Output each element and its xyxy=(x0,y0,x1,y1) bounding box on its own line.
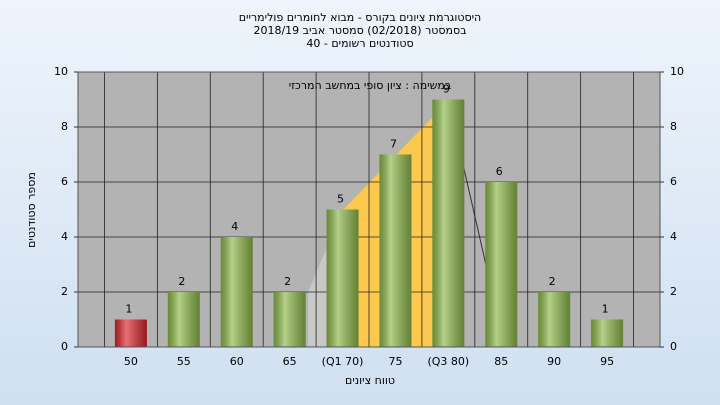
value-label: 1 xyxy=(125,303,132,316)
annotation: במשימה : ציון סופי במחשב המרכזי xyxy=(289,79,452,92)
value-label: 9 xyxy=(443,83,450,96)
value-label: 4 xyxy=(231,220,238,233)
bar-shade xyxy=(273,292,306,347)
value-label: 2 xyxy=(284,275,291,288)
y-tick-label: 6 xyxy=(61,175,68,188)
value-label: 7 xyxy=(390,138,397,151)
y-tick-label: 4 xyxy=(61,230,68,243)
bar-shade xyxy=(538,292,571,347)
y2-tick-label: 6 xyxy=(670,175,677,188)
x-tick-label: 50 xyxy=(124,355,138,368)
y-axis-label: מספר סטודנטים xyxy=(25,172,38,248)
chart-subtitle: בסמסטר (02/2018) סמסטר אביב 2018/19 xyxy=(253,24,466,37)
y2-tick-label: 10 xyxy=(670,65,684,78)
bar-shade xyxy=(114,319,147,347)
bar-shade xyxy=(326,209,359,347)
value-label: 2 xyxy=(178,275,185,288)
y2-tick-label: 8 xyxy=(670,120,677,133)
bar-shade xyxy=(379,154,412,347)
value-label: 6 xyxy=(496,165,503,178)
y-tick-label: 0 xyxy=(61,340,68,353)
y2-tick-label: 4 xyxy=(670,230,677,243)
x-tick-label: 90 xyxy=(547,355,561,368)
x-tick-label: 55 xyxy=(177,355,191,368)
y-tick-label: 2 xyxy=(61,285,68,298)
x-tick-label: (Q3 80) xyxy=(427,355,469,368)
value-label: 1 xyxy=(602,303,609,316)
bar-shade xyxy=(591,319,624,347)
bar-shade xyxy=(432,99,465,347)
y-tick-label: 8 xyxy=(61,120,68,133)
y2-tick-label: 2 xyxy=(670,285,677,298)
x-tick-label: 85 xyxy=(494,355,508,368)
x-tick-label: 75 xyxy=(388,355,402,368)
x-tick-label: 95 xyxy=(600,355,614,368)
chart-title: היסטוגרמת ציונים בקורס - מבוא לחומרים פו… xyxy=(239,11,482,24)
value-label: 5 xyxy=(337,193,344,206)
y2-tick-label: 0 xyxy=(670,340,677,353)
x-axis-label: טווח ציונים xyxy=(345,374,395,387)
bar-shade xyxy=(485,182,518,347)
value-label: 2 xyxy=(549,275,556,288)
x-tick-label: (Q1 70) xyxy=(322,355,364,368)
plot-border xyxy=(77,71,661,348)
chart-subtitle: סטודנטים רשומים - 40 xyxy=(306,37,413,50)
bar-shade xyxy=(167,292,200,347)
y-tick-label: 10 xyxy=(54,65,68,78)
x-tick-label: 60 xyxy=(230,355,244,368)
quartile-line xyxy=(461,159,487,266)
x-tick-label: 65 xyxy=(283,355,297,368)
bar-shade xyxy=(220,237,253,347)
